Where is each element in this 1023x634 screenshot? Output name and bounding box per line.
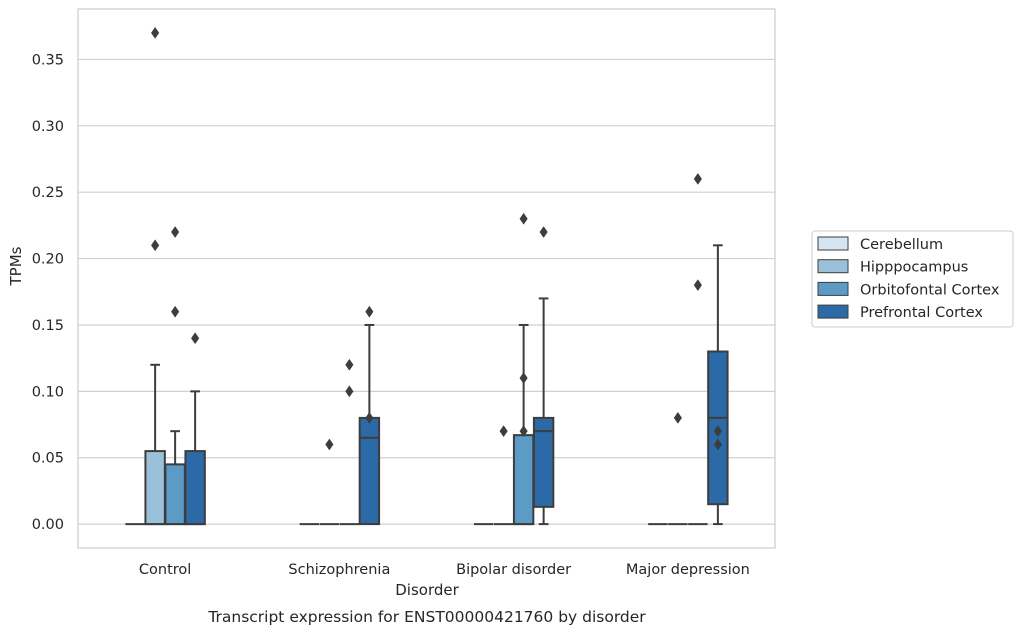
boxes bbox=[125, 26, 729, 526]
outlier-point bbox=[345, 358, 354, 371]
box-group bbox=[512, 212, 535, 526]
outlier-point bbox=[365, 411, 374, 424]
legend-label: Prefrontal Cortex bbox=[860, 305, 983, 321]
box-group bbox=[688, 172, 708, 526]
y-tick-label: 0.35 bbox=[32, 52, 64, 68]
outlier-point bbox=[713, 425, 722, 438]
outlier-point bbox=[539, 226, 548, 238]
y-axis-ticks: 0.00 0.05 0.10 0.15 0.20 0.25 0.30 0.35 bbox=[32, 52, 64, 533]
outlier-point bbox=[171, 305, 180, 318]
legend-swatch bbox=[817, 281, 849, 296]
box bbox=[184, 450, 206, 526]
box-group bbox=[707, 244, 729, 526]
legend-frame bbox=[811, 230, 1014, 328]
outlier-point bbox=[325, 438, 334, 451]
y-tick-label: 0.00 bbox=[32, 517, 64, 533]
box bbox=[532, 416, 555, 508]
box-group bbox=[319, 438, 340, 526]
box-group bbox=[532, 226, 555, 526]
outlier-point bbox=[499, 425, 508, 438]
x-tick-label: Control bbox=[139, 562, 191, 578]
outlier-point bbox=[171, 226, 180, 238]
outlier-point bbox=[519, 372, 528, 385]
y-tick-label: 0.10 bbox=[32, 384, 64, 400]
box-group bbox=[493, 425, 514, 526]
y-tick-label: 0.15 bbox=[32, 318, 64, 334]
box-group bbox=[164, 226, 186, 526]
box-group bbox=[358, 305, 381, 526]
outlier-point bbox=[693, 279, 702, 292]
legend-swatch bbox=[817, 259, 849, 274]
legend-items: Cerebellum Hipppocampus Orbitofontal Corte… bbox=[817, 236, 1000, 321]
legend-label: Hipppocampus bbox=[860, 260, 968, 276]
x-tick-label: Bipolar disorder bbox=[456, 562, 571, 578]
outlier-point bbox=[345, 385, 354, 398]
outlier-point bbox=[191, 332, 200, 345]
y-tick-label: 0.30 bbox=[32, 119, 64, 135]
outlier-point bbox=[365, 305, 374, 318]
box bbox=[512, 434, 535, 526]
outlier-point bbox=[519, 212, 528, 225]
box-group bbox=[668, 411, 688, 526]
box bbox=[358, 416, 381, 526]
gridlines bbox=[78, 58, 775, 525]
legend-swatch bbox=[817, 236, 849, 251]
figure-caption: Transcript expression for ENST0000042176… bbox=[207, 608, 646, 626]
box-group bbox=[184, 332, 206, 526]
outlier-point bbox=[519, 425, 528, 438]
box bbox=[144, 450, 166, 526]
y-tick-label: 0.20 bbox=[32, 252, 64, 268]
x-axis-ticks: Control Schizophrenia Bipolar disorder Majo… bbox=[139, 562, 750, 578]
outlier-point bbox=[151, 26, 160, 39]
outlier-point bbox=[693, 172, 702, 185]
outlier-point bbox=[713, 438, 722, 451]
box-group bbox=[339, 358, 360, 526]
x-tick-label: Major depression bbox=[626, 562, 750, 578]
x-axis-label: Disorder bbox=[395, 581, 459, 599]
legend-label: Orbitofontal Cortex bbox=[860, 282, 1000, 298]
legend: Cerebellum Hipppocampus Orbitofontal Corte… bbox=[811, 230, 1014, 328]
outlier-point bbox=[151, 239, 160, 252]
y-tick-label: 0.05 bbox=[32, 451, 64, 467]
y-tick-label: 0.25 bbox=[32, 185, 64, 201]
x-tick-label: Schizophrenia bbox=[288, 562, 390, 578]
legend-label: Cerebellum bbox=[860, 237, 943, 253]
legend-swatch bbox=[817, 304, 849, 319]
box-group bbox=[144, 26, 166, 526]
y-axis-label: TPMs bbox=[7, 246, 25, 286]
outlier-point bbox=[673, 411, 682, 424]
box bbox=[164, 463, 186, 526]
plot-frame bbox=[77, 8, 776, 549]
